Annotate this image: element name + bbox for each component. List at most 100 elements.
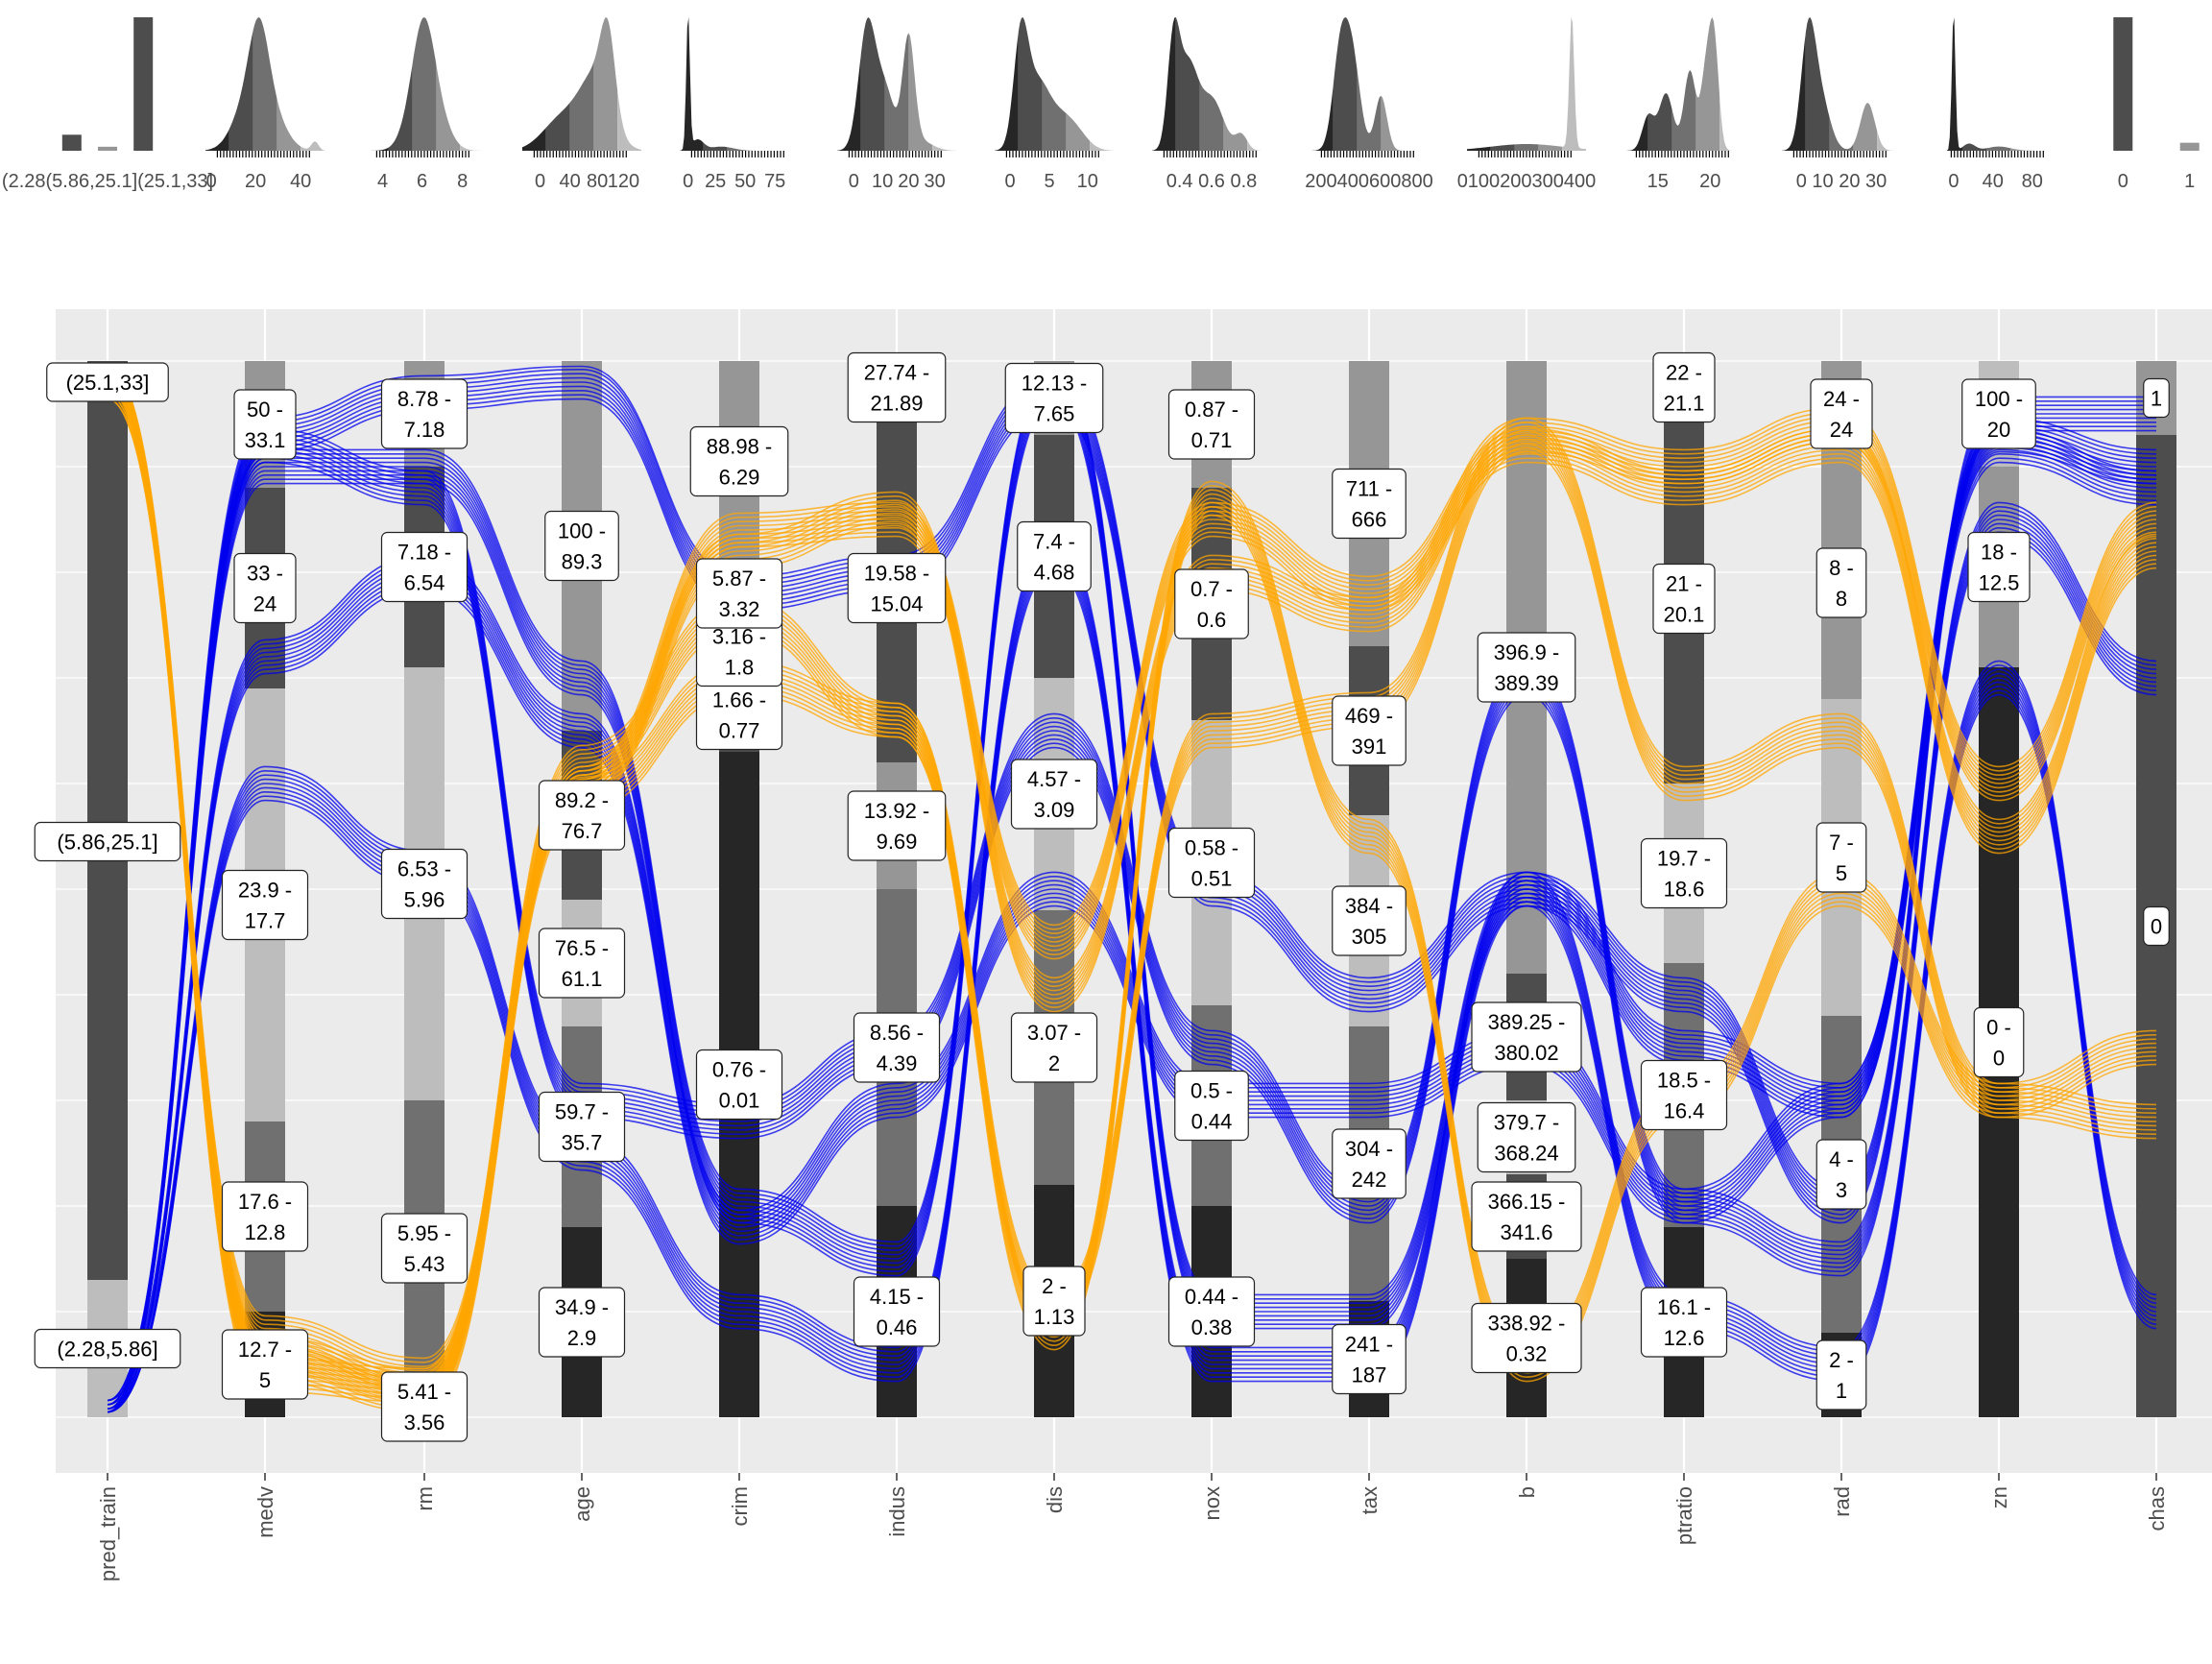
level-label-text: 8 [1836, 587, 1847, 611]
level-label-age-4: 100 -89.3 [545, 512, 619, 581]
level-label-tax-2: 384 -305 [1333, 886, 1407, 955]
hist-tick-indus-30: 30 [925, 171, 946, 192]
level-label-text: 7 - [1829, 831, 1854, 855]
hist-density-rad-0 [1782, 33, 1806, 151]
hist-tick-ptratio-20: 20 [1699, 171, 1720, 192]
hist-density-age-1 [546, 103, 570, 151]
level-label-text: 17.7 [245, 909, 286, 933]
level-label-text: 469 - [1345, 704, 1393, 728]
hist-density-medv-2 [253, 17, 277, 151]
level-label-text: 0.7 - [1190, 577, 1233, 601]
level-label-dis-1: 3.07 -2 [1012, 1013, 1097, 1082]
level-label-age-3: 89.2 -76.7 [540, 781, 625, 850]
hist-density-nox-3 [1223, 119, 1247, 151]
level-label-chas-1: 1 [2144, 379, 2170, 418]
level-label-text: 21 - [1666, 572, 1702, 596]
level-label-tax-4: 711 -666 [1333, 470, 1407, 539]
level-label-indus-1: 8.56 -4.39 [854, 1013, 940, 1082]
x-axis-label-nox: nox [1200, 1486, 1224, 1520]
level-label-text: 20 [1987, 418, 2010, 442]
level-label-text: 89.2 - [555, 788, 609, 812]
level-label-ptratio-1: 18.5 -16.4 [1642, 1061, 1727, 1130]
level-label-text: 76.5 - [555, 936, 609, 960]
level-label-text: 0.71 [1191, 428, 1233, 452]
level-label-tax-1: 304 -242 [1333, 1129, 1407, 1198]
x-axis-label-b: b [1515, 1486, 1539, 1498]
hist-tax: 200400600800 [1305, 17, 1432, 192]
level-label-medv-3: 33 -24 [234, 554, 296, 623]
hist-nox: 0.4 0.6 0.8 [1152, 17, 1271, 192]
hist-density-rad-2 [1830, 117, 1854, 151]
hist-density-dis-2 [1043, 81, 1067, 151]
hist-density-rad-1 [1806, 17, 1830, 151]
hist-density-ptratio-2 [1672, 70, 1696, 151]
hist-density-age-3 [593, 17, 617, 151]
level-label-text: 21.1 [1664, 392, 1705, 416]
hist-bar-chas-0 [2113, 17, 2132, 151]
hist-tick-zn-80: 80 [2022, 171, 2043, 192]
hist-density-indus-4 [932, 145, 956, 151]
level-label-b-1: 366.15 -341.6 [1472, 1182, 1581, 1251]
hist-tick-age-80: 80 [587, 171, 608, 192]
level-label-text: 242 [1352, 1168, 1387, 1192]
level-label-text: 59.7 - [555, 1100, 609, 1124]
level-label-indus-3: 19.58 -15.04 [848, 554, 946, 623]
hist-bar-pred-train-2 [133, 17, 153, 151]
level-label-pred-train-0: (2.28,5.86] [35, 1330, 180, 1368]
level-label-medv-0: 12.7 -5 [223, 1330, 308, 1399]
level-label-text: 24 - [1823, 387, 1860, 411]
hist-density-ptratio-3 [1695, 17, 1719, 151]
hist-tick-medv-0: 0 [206, 171, 217, 192]
level-label-rm-3: 7.18 -6.54 [382, 533, 468, 602]
level-label-zn-2: 100 -20 [1962, 379, 2036, 448]
level-label-dis-4: 12.13 -7.65 [1005, 364, 1103, 433]
level-label-text: 0.32 [1506, 1342, 1548, 1366]
hist-tick-rm-6: 6 [417, 171, 427, 192]
hist-density-crim-2 [728, 147, 752, 151]
x-axis-label-ptratio: ptratio [1672, 1486, 1696, 1545]
hist-density-zn-3 [2010, 148, 2034, 151]
level-label-text: 7.4 - [1033, 530, 1075, 554]
level-label-crim-3: 5.87 -3.32 [697, 559, 782, 628]
hist-density-zn-0 [1939, 17, 1963, 151]
level-label-text: 2 - [1829, 1348, 1854, 1372]
level-label-text: 0.46 [877, 1315, 918, 1339]
hist-density-crim-1 [704, 143, 728, 151]
level-label-text: 0.58 - [1185, 836, 1238, 860]
hist-tick-b: 0100200300400 [1457, 171, 1597, 192]
level-label-rad-3: 8 -8 [1816, 548, 1866, 617]
level-label-text: 5 [1836, 861, 1847, 885]
hist-density-medv-3 [276, 98, 301, 151]
x-axis-label-age: age [570, 1486, 594, 1522]
hist-density-ptratio-1 [1648, 93, 1672, 151]
level-label-text: 4 - [1829, 1147, 1854, 1171]
hist-density-rm-3 [436, 64, 460, 151]
level-label-medv-2: 23.9 -17.7 [223, 871, 308, 940]
hist-density-rad-4 [1877, 132, 1901, 152]
x-axis-label-rad: rad [1830, 1486, 1854, 1517]
level-label-text: 0 [1993, 1047, 2005, 1071]
level-label-text: 35.7 [562, 1131, 603, 1155]
level-label-text: 18 - [1981, 541, 2017, 565]
level-label-text: 1.8 [725, 656, 755, 680]
level-label-text: 0.01 [719, 1089, 760, 1113]
level-label-dis-3: 7.4 -4.68 [1018, 522, 1092, 591]
hist-bar-chas-1 [2180, 143, 2200, 151]
hist-density-tax-2 [1358, 70, 1382, 151]
hist-tick-rm-4: 4 [377, 171, 388, 192]
level-label-text: 33.1 [245, 428, 286, 452]
level-label-text: 0.6 [1197, 608, 1227, 632]
level-label-text: 33 - [247, 562, 283, 586]
x-axis-label-dis: dis [1043, 1486, 1067, 1513]
level-label-text: 5 [259, 1368, 271, 1392]
level-label-text: 0.76 - [712, 1058, 766, 1082]
level-label-text: 7.18 [404, 418, 445, 442]
level-label-text: 6.29 [719, 466, 760, 490]
hist-tick-chas-0: 0 [2118, 171, 2128, 192]
hist-tick-rm-8: 8 [457, 171, 468, 192]
hist-density-b-4 [1562, 17, 1586, 151]
hist-density-crim-0 [680, 17, 704, 151]
hist-density-dis-3 [1066, 113, 1090, 151]
level-label-text: 17.6 - [238, 1190, 292, 1214]
